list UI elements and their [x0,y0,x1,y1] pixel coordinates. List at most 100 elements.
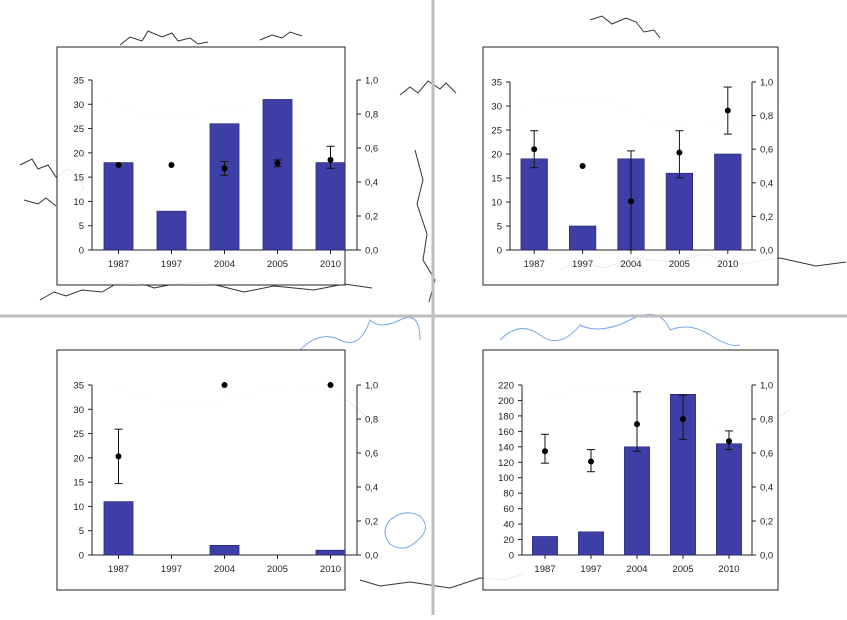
point-2010 [726,438,732,445]
point-1997 [588,458,594,465]
y-left-tick-label: 120 [498,458,514,469]
point-2004 [628,198,634,205]
x-tick-label: 2010 [717,259,738,270]
bar-2004 [209,544,240,556]
y-left-tick-label: 35 [491,78,502,89]
bar-2010 [714,153,742,251]
y-left-tick-label: 160 [498,427,514,438]
point-1987 [542,448,548,455]
y-left-tick-label: 35 [73,381,84,392]
y-left-tick-label: 15 [491,174,502,185]
y-left-tick-label: 60 [503,504,514,515]
bar-2004 [209,123,240,251]
y-left-tick-label: 180 [498,411,514,422]
x-tick-label: 2010 [718,564,739,575]
x-tick-label: 2004 [214,259,235,270]
point-2005 [676,149,683,156]
point-2010 [724,107,731,114]
x-tick-label: 2005 [669,259,690,270]
bar-2010 [315,162,346,251]
y-right-tick-label: 0,0 [365,246,378,257]
y-left-tick-label: 30 [491,102,502,113]
bar-1987 [103,162,134,251]
y-right-tick-label: 0,6 [760,145,773,156]
y-left-tick-label: 0 [509,551,514,562]
x-tick-label: 2004 [214,564,235,575]
chart-frame [56,349,346,591]
y-left-tick-label: 35 [73,76,84,87]
x-tick-label: 2005 [267,259,288,270]
y-right-tick-label: 0,8 [365,415,378,426]
coastline-blue-1 [299,313,741,351]
bar-2010 [315,549,346,556]
coastline-blue-2 [384,512,426,549]
y-right-tick-label: 0,8 [760,111,773,122]
y-left-tick-label: 20 [491,150,502,161]
y-left-tick-label: 30 [73,405,84,416]
y-left-tick-label: 10 [491,198,502,209]
bar-1997 [578,531,604,556]
bar-2005 [665,172,694,251]
y-right-tick-label: 0,4 [760,483,773,494]
x-tick-label: 2004 [620,259,641,270]
y-right-tick-label: 0,6 [365,449,378,460]
x-tick-label: 1997 [572,259,593,270]
bar-2010 [716,443,742,556]
y-right-tick-label: 0,4 [760,178,773,189]
point-1987 [115,162,122,168]
chart-panel-top-right: 0 5 10 15 20 25 30 35 0,0 0,2 0,4 0,6 0,8 1,0 1987 1997… [482,46,779,286]
y-right-tick-label: 0,2 [760,212,773,223]
y-left-tick-label: 5 [497,222,502,233]
y-left-tick-label: 25 [73,429,84,440]
point-2010 [327,156,334,163]
y-left-tick-label: 140 [498,442,514,453]
bar-2005 [262,99,293,251]
point-2010 [327,382,334,388]
point-1997 [168,162,175,168]
point-1987 [115,453,122,460]
y-right-tick-label: 0,8 [760,415,773,426]
x-tick-label: 1987 [534,564,555,575]
y-left-tick-label: 0 [79,551,84,562]
y-right-tick-label: 0,6 [760,449,773,460]
y-right-tick-label: 0,0 [365,551,378,562]
x-tick-label: 1997 [161,259,182,270]
y-left-tick-label: 5 [79,221,84,232]
y-left-tick-label: 30 [73,100,84,111]
point-1997 [579,163,586,169]
bar-1987 [532,536,558,556]
chart-panel-top-left: 0 5 10 15 20 25 30 35 0,0 0,2 0,4 0,6 0,8 1,0 1987 1997… [56,46,378,286]
y-right-tick-label: 0,2 [365,212,378,223]
y-left-tick-label: 0 [79,246,84,257]
y-left-tick-label: 15 [73,478,84,489]
chart-panel-bottom-right: 0 20 40 60 80 100 120 140 160 180 200 220 0,0 0,2 0,4 0… [482,349,779,591]
y-right-tick-label: 1,0 [760,78,773,89]
chart-panels: 0 5 10 15 20 25 30 35 0,0 0,2 0,4 0,6 0,8 1,0 1987 1997… [56,46,779,591]
x-tick-label: 1987 [524,259,545,270]
point-2005 [680,416,686,422]
chart-panel-bottom-left: 0 5 10 15 20 25 30 35 0,0 0,2 0,4 0,6 0,8 1,0 1987 1997… [56,349,378,591]
y-right-tick-label: 1,0 [760,381,773,392]
bar-1987 [520,158,548,251]
coastline-north [119,15,661,96]
y-left-tick-label: 25 [73,124,84,135]
y-left-tick-label: 10 [73,197,84,208]
point-2004 [634,421,640,428]
y-left-tick-label: 220 [498,381,514,392]
y-left-tick-label: 20 [73,148,84,159]
x-tick-label: 2010 [320,564,341,575]
y-right-tick-label: 0,0 [760,551,773,562]
y-left-tick-label: 200 [498,396,514,407]
bar-1997 [568,225,597,251]
bar-1997 [156,210,187,251]
x-tick-label: 1987 [108,564,129,575]
y-left-tick-label: 20 [73,453,84,464]
bar-2004 [624,446,650,556]
y-right-tick-label: 0,0 [760,246,773,257]
x-tick-label: 2004 [626,564,647,575]
y-left-tick-label: 0 [497,246,502,257]
y-right-tick-label: 0,2 [365,517,378,528]
y-left-tick-label: 20 [503,535,514,546]
